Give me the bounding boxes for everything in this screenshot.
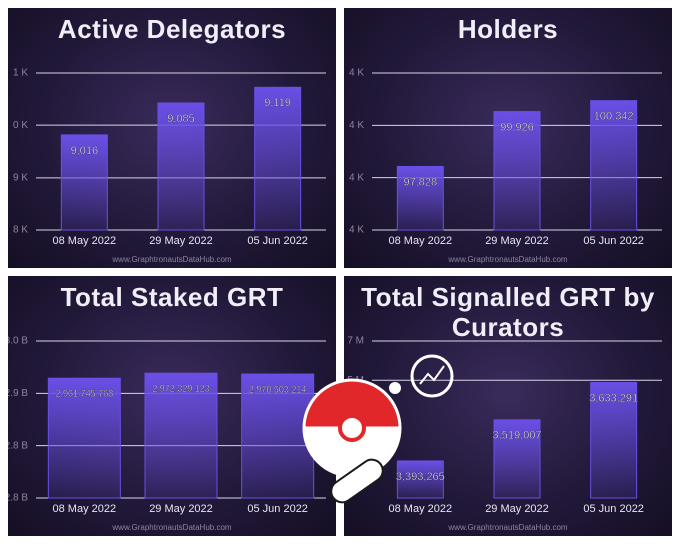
x-tick-label: 05 Jun 2022 <box>247 503 308 515</box>
bar <box>493 419 541 499</box>
data-label: 3,633,291 <box>589 392 638 404</box>
bar <box>396 460 444 499</box>
bar <box>590 100 638 231</box>
source: www.GraphtronautsDataHub.com <box>111 255 232 264</box>
chart-title: Total Signalled GRT by Curators <box>361 282 655 342</box>
x-tick-label: 05 Jun 2022 <box>583 235 644 247</box>
data-label: 3,393,265 <box>396 471 445 483</box>
data-label: 97,828 <box>404 176 438 188</box>
x-tick-label: 08 May 2022 <box>389 235 453 247</box>
data-label: 9,119 <box>264 97 291 109</box>
x-tick-label: 08 May 2022 <box>389 503 453 515</box>
data-label: 3,519,007 <box>493 430 542 442</box>
x-tick-label: 29 May 2022 <box>485 235 549 247</box>
bar <box>157 102 205 231</box>
data-label: 2,972,329,123 <box>152 384 210 394</box>
y-tick-label: 2.9 B <box>8 388 28 399</box>
x-tick-label: 08 May 2022 <box>53 503 117 515</box>
bar <box>254 86 302 231</box>
chart-title: Active Delegators <box>57 14 287 44</box>
panel: Total Signalled GRT by Curators 5 M 7 M 08 … <box>344 276 672 536</box>
panel: Total Staked GRT 2.8 B 2.8 B 2.9 B 3.0 B 08 M… <box>8 276 336 536</box>
chart: 4 K 4 K 4 K 4 K 08 May 2022 97,828 29 May 2022… <box>349 68 662 264</box>
y-tick-label: 4 K <box>349 120 364 131</box>
data-label: 9,085 <box>167 113 195 125</box>
x-tick-label: 05 Jun 2022 <box>247 235 308 247</box>
y-tick-label: 4 K <box>349 172 364 183</box>
x-tick-label: 29 May 2022 <box>149 503 213 515</box>
y-tick-label: 5 M <box>347 375 364 386</box>
bar <box>493 111 541 231</box>
source: www.GraphtronautsDataHub.com <box>447 255 568 264</box>
bar <box>60 134 108 231</box>
bar <box>241 373 315 499</box>
bar <box>590 381 638 499</box>
panel: Holders 4 K 4 K 4 K 4 K 08 May 2022 97,828 29 M… <box>344 8 672 268</box>
y-tick-label: 3.0 B <box>8 336 28 347</box>
x-tick-label: 05 Jun 2022 <box>583 503 644 515</box>
bar <box>144 372 218 499</box>
y-tick-label: 2.8 B <box>8 440 28 451</box>
chart: 2.8 B 2.8 B 2.9 B 3.0 B 08 May 2022 2,961,745… <box>8 336 326 532</box>
x-tick-label: 29 May 2022 <box>485 503 549 515</box>
y-tick-label: 4 K <box>349 68 364 79</box>
bar <box>396 165 444 231</box>
data-label: 2,961,745,768 <box>56 389 114 399</box>
source: www.GraphtronautsDataHub.com <box>447 523 568 532</box>
panel: Active Delegators 8 K 9 K 0 K 1 K 08 May 2022… <box>8 8 336 268</box>
data-label: 9,016 <box>71 145 99 157</box>
x-tick-label: 08 May 2022 <box>53 235 117 247</box>
y-tick-label: 2.8 B <box>8 493 28 504</box>
data-label: 100,342 <box>594 111 634 123</box>
chart: 5 M 7 M 08 May 2022 3,393,265 29 May 2022 3,5… <box>347 336 662 532</box>
data-label: 2,970,503,214 <box>249 384 307 394</box>
y-tick-label: 7 M <box>347 336 364 347</box>
chart-title: Holders <box>457 14 559 44</box>
x-tick-label: 29 May 2022 <box>149 235 213 247</box>
y-tick-label: 8 K <box>13 225 28 236</box>
chart-title: Total Staked GRT <box>60 282 284 312</box>
chart: 8 K 9 K 0 K 1 K 08 May 2022 9,016 29 May 2022 9… <box>13 68 326 264</box>
y-tick-label: 1 K <box>13 68 28 79</box>
source: www.GraphtronautsDataHub.com <box>111 523 232 532</box>
bar <box>47 377 121 499</box>
y-tick-label: 4 K <box>349 225 364 236</box>
y-tick-label: 0 K <box>13 120 28 131</box>
data-label: 99,926 <box>500 121 534 133</box>
y-tick-label: 9 K <box>13 172 28 183</box>
